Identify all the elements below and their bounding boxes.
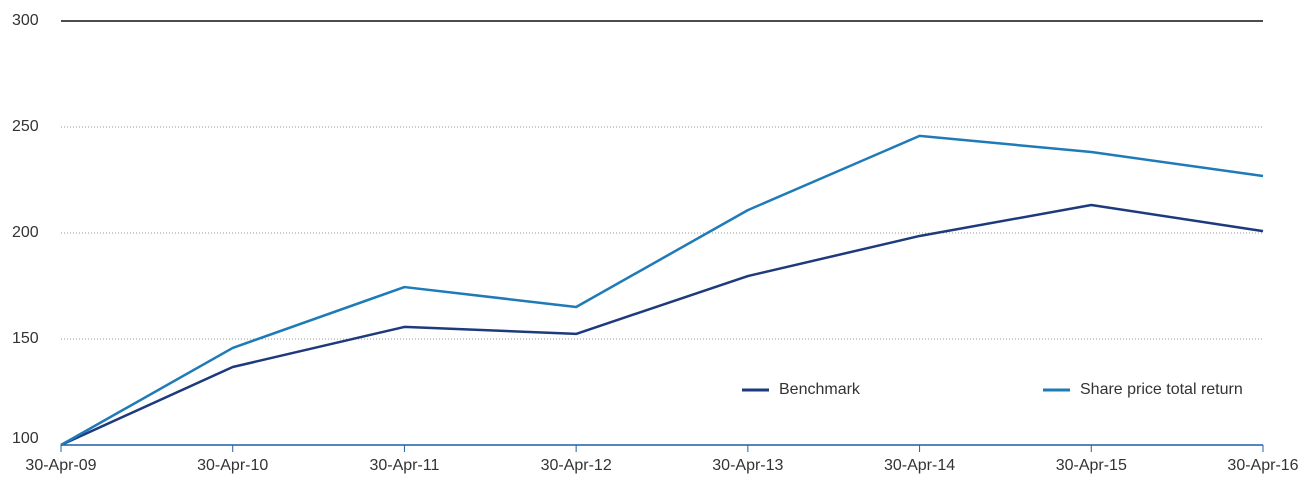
legend-label: Benchmark xyxy=(779,381,861,398)
series-line xyxy=(60,203,1264,447)
legend-label: Share price total return xyxy=(1080,381,1243,398)
y-tick-label: 100 xyxy=(12,430,39,447)
y-tick-label: 300 xyxy=(12,12,39,29)
series-line xyxy=(60,134,1264,447)
y-tick-label: 150 xyxy=(12,330,39,347)
x-tick-label: 30-Apr-11 xyxy=(369,457,439,474)
x-tick-label: 30-Apr-09 xyxy=(25,457,96,474)
x-tick-label: 30-Apr-15 xyxy=(1056,457,1127,474)
x-tick-label: 30-Apr-12 xyxy=(541,457,612,474)
x-tick-label: 30-Apr-14 xyxy=(884,457,955,474)
x-tick-label: 30-Apr-10 xyxy=(197,457,268,474)
y-tick-label: 200 xyxy=(12,224,39,241)
x-tick-label: 30-Apr-16 xyxy=(1227,457,1298,474)
x-tick-label: 30-Apr-13 xyxy=(712,457,783,474)
y-tick-label: 250 xyxy=(12,118,39,135)
